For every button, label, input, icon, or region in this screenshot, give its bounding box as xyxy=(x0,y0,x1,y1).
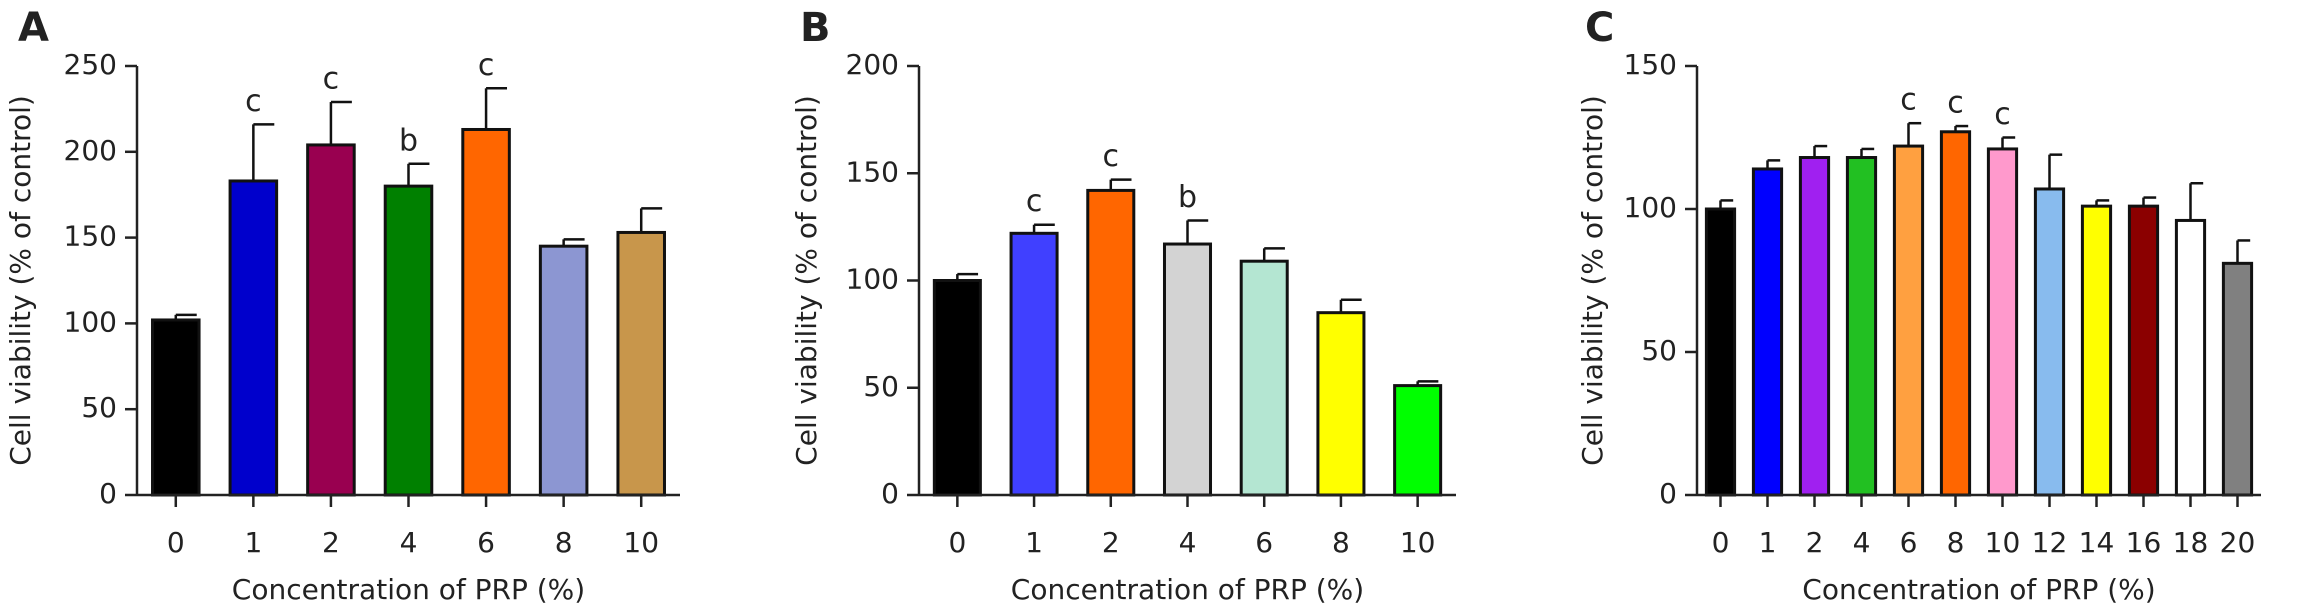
y-tick-label: 150 xyxy=(64,220,117,253)
y-tick-label: 50 xyxy=(863,370,899,403)
significance-label: c xyxy=(1994,97,2011,132)
bar xyxy=(538,244,589,497)
x-tick-label: 0 xyxy=(167,526,185,559)
x-axis-label: Concentration of PRP (%) xyxy=(1011,573,1364,606)
y-tick-label: 250 xyxy=(64,48,117,81)
x-tick-label: 16 xyxy=(2126,526,2162,559)
bar xyxy=(1939,130,1972,497)
bar xyxy=(228,179,279,497)
y-tick-label: 200 xyxy=(846,48,899,81)
bar xyxy=(1845,156,1878,497)
bar xyxy=(1798,156,1831,497)
x-tick-label: 6 xyxy=(1255,526,1273,559)
x-axis-label: Concentration of PRP (%) xyxy=(232,573,585,606)
bar xyxy=(1986,147,2019,497)
x-tick-label: 10 xyxy=(1985,526,2021,559)
bar xyxy=(2221,261,2254,497)
bar xyxy=(1086,188,1136,497)
bar xyxy=(2033,187,2066,497)
x-tick-label: 20 xyxy=(2220,526,2256,559)
x-tick-label: 10 xyxy=(623,526,659,559)
panel-label: A xyxy=(18,5,49,51)
y-tick-label: 50 xyxy=(1641,334,1677,367)
x-tick-label: 1 xyxy=(244,526,262,559)
bar xyxy=(616,230,666,497)
x-tick-label: 10 xyxy=(1400,526,1436,559)
y-tick-label: 0 xyxy=(881,477,899,510)
x-tick-label: 8 xyxy=(1947,526,1965,559)
bar xyxy=(1704,207,1737,497)
y-tick-label: 100 xyxy=(1624,191,1677,224)
x-tick-label: 18 xyxy=(2173,526,2209,559)
y-tick-label: 50 xyxy=(81,391,117,424)
x-tick-label: 4 xyxy=(1853,526,1871,559)
bar xyxy=(1009,231,1059,497)
bar xyxy=(932,279,982,497)
x-tick-label: 8 xyxy=(1332,526,1350,559)
x-tick-label: 12 xyxy=(2032,526,2068,559)
significance-label: c xyxy=(478,48,495,83)
panel-label: C xyxy=(1585,5,1614,51)
significance-label: c xyxy=(1947,86,1964,121)
y-tick-label: 0 xyxy=(99,477,117,510)
bar xyxy=(1393,384,1443,497)
significance-label: b xyxy=(399,123,418,158)
bar xyxy=(2127,204,2160,497)
x-axis-label: Concentration of PRP (%) xyxy=(1802,573,2155,606)
y-tick-label: 200 xyxy=(64,134,117,167)
x-tick-label: 8 xyxy=(555,526,573,559)
bar xyxy=(383,184,434,497)
bar xyxy=(1892,144,1925,497)
bar xyxy=(2080,204,2113,497)
y-tick-label: 0 xyxy=(1659,477,1677,510)
bar xyxy=(1239,259,1289,497)
bar xyxy=(306,143,356,497)
x-tick-label: 4 xyxy=(400,526,418,559)
x-tick-label: 2 xyxy=(1806,526,1824,559)
bar xyxy=(461,127,511,497)
x-tick-label: 0 xyxy=(948,526,966,559)
significance-label: b xyxy=(1178,180,1197,215)
x-tick-label: 2 xyxy=(322,526,340,559)
y-axis-label: Cell viability (% of control) xyxy=(790,95,823,466)
x-tick-label: 4 xyxy=(1179,526,1197,559)
significance-label: c xyxy=(1026,184,1043,219)
significance-label: c xyxy=(323,62,340,97)
bar xyxy=(1316,311,1366,497)
y-tick-label: 150 xyxy=(1624,48,1677,81)
x-tick-label: 1 xyxy=(1759,526,1777,559)
panel-label: B xyxy=(800,5,831,51)
y-tick-label: 100 xyxy=(846,263,899,296)
y-tick-label: 150 xyxy=(846,155,899,188)
bar xyxy=(151,318,201,497)
y-axis-label: Cell viability (% of control) xyxy=(4,95,37,466)
x-tick-label: 1 xyxy=(1025,526,1043,559)
y-tick-label: 100 xyxy=(64,305,117,338)
significance-label: c xyxy=(1900,83,1917,118)
bar xyxy=(1751,167,1784,497)
bar xyxy=(2174,218,2207,497)
x-tick-label: 6 xyxy=(477,526,495,559)
x-tick-label: 0 xyxy=(1712,526,1730,559)
bar xyxy=(1162,242,1213,497)
x-tick-label: 2 xyxy=(1102,526,1120,559)
x-tick-label: 14 xyxy=(2079,526,2115,559)
significance-label: c xyxy=(1103,139,1120,174)
significance-label: c xyxy=(245,84,262,119)
x-tick-label: 6 xyxy=(1900,526,1918,559)
y-axis-label: Cell viability (% of control) xyxy=(1576,95,1609,466)
